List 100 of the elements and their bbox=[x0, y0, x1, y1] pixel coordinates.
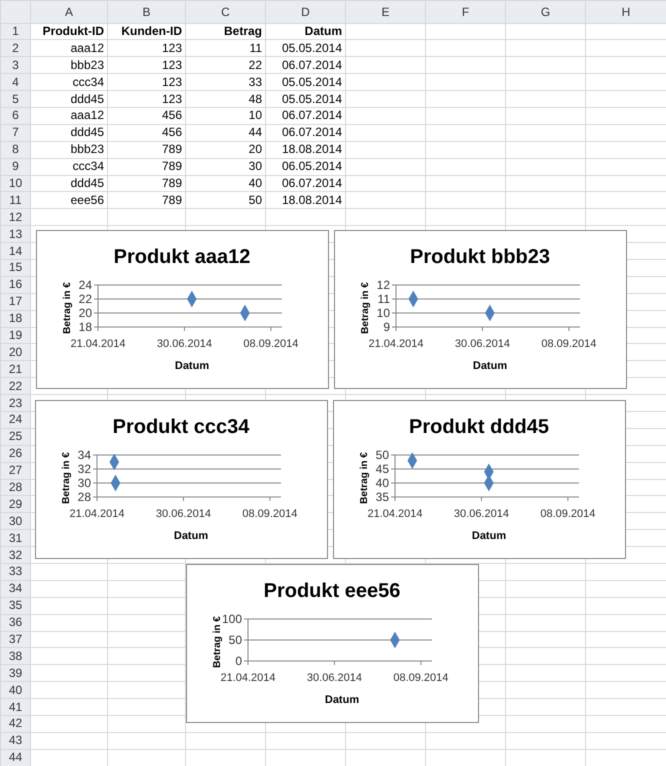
x-axis-title: Datum bbox=[324, 694, 360, 706]
y-tick-label: 18 bbox=[78, 320, 92, 334]
x-tick-label: 21.04.2014 bbox=[69, 508, 125, 520]
y-tick-label: 28 bbox=[78, 490, 92, 504]
text: A bbox=[30, 0, 108, 23]
y-tick-label: 50 bbox=[376, 448, 390, 462]
text: aaa12 bbox=[30, 107, 108, 124]
text: 789 bbox=[108, 158, 186, 176]
text: E bbox=[346, 0, 426, 23]
text: 19 bbox=[0, 327, 30, 344]
y-axis-title: Betrag in € bbox=[359, 452, 370, 504]
text: 39 bbox=[0, 664, 30, 682]
x-tick-label: 08.09.2014 bbox=[393, 672, 448, 684]
text: 48 bbox=[186, 90, 266, 108]
x-tick-label: 21.04.2014 bbox=[368, 338, 424, 350]
text: 456 bbox=[108, 124, 186, 142]
text: 24 bbox=[0, 411, 30, 428]
text: 20 bbox=[0, 344, 30, 361]
x-tick-label: 30.06.2014 bbox=[156, 338, 212, 350]
text: H bbox=[586, 0, 666, 23]
text: D bbox=[266, 0, 346, 23]
text: 15 bbox=[0, 259, 30, 276]
y-tick-label: 12 bbox=[376, 278, 390, 292]
text: C bbox=[186, 0, 266, 23]
text: 13 bbox=[0, 226, 30, 243]
text: 23 bbox=[0, 394, 30, 412]
x-axis-title: Datum bbox=[472, 530, 506, 542]
text: aaa12 bbox=[30, 40, 108, 57]
text: 41 bbox=[0, 698, 30, 716]
text: 44 bbox=[0, 749, 30, 766]
text: 40 bbox=[0, 682, 30, 699]
text: Produkt-ID bbox=[30, 23, 108, 40]
text: 26 bbox=[0, 445, 30, 462]
text: bbb23 bbox=[30, 141, 108, 158]
text: 18.08.2014 bbox=[266, 141, 346, 158]
text: F bbox=[426, 0, 506, 23]
text: 3 bbox=[0, 56, 30, 74]
text: 05.05.2014 bbox=[266, 74, 346, 91]
y-tick-label: 22 bbox=[78, 292, 92, 306]
text: 36 bbox=[0, 614, 30, 632]
text: 1 bbox=[0, 23, 30, 40]
y-axis-title: Betrag in € bbox=[212, 616, 223, 668]
text: Betrag bbox=[186, 23, 266, 40]
y-tick-label: 9 bbox=[383, 320, 390, 334]
chart-title: Produkt aaa12 bbox=[114, 246, 250, 268]
text: ccc34 bbox=[30, 74, 108, 91]
x-tick-label: 21.04.2014 bbox=[70, 338, 126, 350]
text: 123 bbox=[108, 40, 186, 57]
text: 34 bbox=[0, 580, 30, 598]
text: 789 bbox=[108, 192, 186, 209]
text: Datum bbox=[266, 23, 346, 40]
x-axis-title: Datum bbox=[174, 360, 210, 372]
y-axis-title: Betrag in € bbox=[61, 452, 72, 504]
x-tick-label: 08.09.2014 bbox=[242, 508, 298, 520]
text: Kunden-ID bbox=[108, 23, 186, 40]
x-tick-label: 30.06.2014 bbox=[454, 508, 509, 520]
text: 06.07.2014 bbox=[266, 107, 346, 124]
y-tick-label: 20 bbox=[78, 306, 92, 320]
text: G bbox=[506, 0, 586, 23]
y-tick-label: 50 bbox=[228, 633, 242, 647]
text: 42 bbox=[0, 716, 30, 732]
text: 31 bbox=[0, 530, 30, 547]
text: 7 bbox=[0, 124, 30, 142]
text: 38 bbox=[0, 648, 30, 665]
text: 456 bbox=[108, 107, 186, 124]
y-tick-label: 40 bbox=[376, 476, 390, 490]
text: 2 bbox=[0, 40, 30, 57]
y-tick-label: 30 bbox=[78, 476, 92, 490]
text: 30 bbox=[0, 512, 30, 530]
text: ccc34 bbox=[30, 158, 108, 176]
y-axis-title: Betrag in € bbox=[360, 282, 371, 334]
text: 25 bbox=[0, 428, 30, 446]
text: 789 bbox=[108, 141, 186, 158]
text: 35 bbox=[0, 597, 30, 614]
text: 05.05.2014 bbox=[266, 40, 346, 57]
text: 06.07.2014 bbox=[266, 56, 346, 74]
text: 16 bbox=[0, 276, 30, 294]
text: 22 bbox=[0, 378, 30, 395]
y-axis-title: Betrag in € bbox=[62, 282, 73, 334]
text: 33 bbox=[186, 74, 266, 91]
x-axis-title: Datum bbox=[472, 360, 508, 372]
text: 14 bbox=[0, 242, 30, 260]
text: 17 bbox=[0, 293, 30, 310]
text: 123 bbox=[108, 90, 186, 108]
x-tick-label: 21.04.2014 bbox=[220, 672, 276, 684]
text: ddd45 bbox=[30, 175, 108, 192]
x-axis-title: Datum bbox=[174, 530, 208, 542]
text: 33 bbox=[0, 564, 30, 580]
text: ddd45 bbox=[30, 124, 108, 142]
chart-title: Produkt bbb23 bbox=[410, 246, 550, 268]
x-tick-label: 08.09.2014 bbox=[541, 338, 596, 350]
text: 32 bbox=[0, 546, 30, 564]
text: bbb23 bbox=[30, 56, 108, 74]
text: 6 bbox=[0, 107, 30, 124]
y-tick-label: 0 bbox=[235, 654, 242, 668]
x-tick-label: 30.06.2014 bbox=[306, 672, 362, 684]
text: 4 bbox=[0, 74, 30, 91]
x-tick-label: 30.06.2014 bbox=[454, 338, 510, 350]
text: 789 bbox=[108, 175, 186, 192]
text: 43 bbox=[0, 732, 30, 750]
